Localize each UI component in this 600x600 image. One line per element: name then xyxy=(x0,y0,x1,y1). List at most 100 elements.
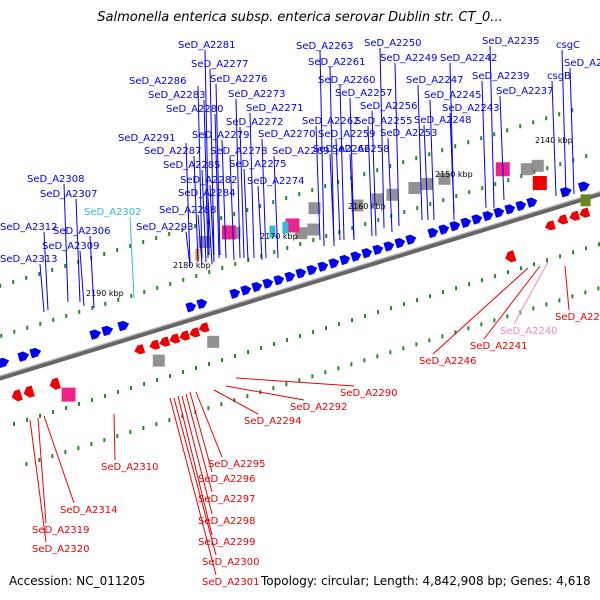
gene-leader-line xyxy=(39,263,45,313)
track-tick xyxy=(182,277,185,282)
gene-label: SeD_A2312 xyxy=(0,222,58,233)
forward-gene-arrow xyxy=(383,241,395,252)
track-tick xyxy=(494,182,497,187)
gene-leader-line xyxy=(129,216,135,299)
forward-gene-arrow xyxy=(295,268,307,279)
gene-leader-line xyxy=(239,126,245,259)
forward-gene-arrow xyxy=(117,320,130,332)
track-tick xyxy=(377,218,380,223)
gene-leader-line xyxy=(209,68,215,256)
track-tick xyxy=(195,273,198,278)
gene-leader-line xyxy=(551,80,557,197)
highlight-feature-block xyxy=(282,221,289,234)
gene-label: SeD_A2237 xyxy=(496,86,554,97)
track-tick xyxy=(325,326,328,331)
track-tick xyxy=(234,261,237,266)
track-tick xyxy=(64,263,67,268)
track-tick xyxy=(39,321,42,326)
reverse-gene-arrow xyxy=(579,207,591,218)
track-tick xyxy=(507,270,510,275)
gene-label: SeD_A2292 xyxy=(290,402,348,413)
track-tick xyxy=(402,160,405,165)
gene-leader-line xyxy=(371,110,377,237)
forward-gene-arrow xyxy=(29,347,42,359)
gene-label: SeD_A2257 xyxy=(335,88,393,99)
gene-label: SeD_A2320 xyxy=(32,544,90,555)
reverse-gene-arrow xyxy=(134,344,146,355)
track-tick xyxy=(90,442,93,447)
gene-label: SeD_A2248 xyxy=(414,115,472,126)
track-tick xyxy=(25,275,28,280)
track-tick xyxy=(78,309,81,314)
feature-block xyxy=(520,163,533,176)
track-tick xyxy=(363,172,366,177)
track-tick xyxy=(234,354,237,359)
gene-label: SeD_A2278 xyxy=(210,146,268,157)
gene-leader-line xyxy=(235,377,355,387)
track-tick xyxy=(311,188,314,193)
gene-label: SeD_A2310 xyxy=(101,462,159,473)
forward-gene-arrow xyxy=(317,261,329,272)
forward-gene-arrow xyxy=(196,298,208,310)
track-tick xyxy=(532,306,535,311)
track-tick xyxy=(168,418,171,423)
gene-label: SeD_A2277 xyxy=(191,59,249,70)
track-tick xyxy=(129,243,132,248)
gene-leader-line xyxy=(75,198,81,303)
gene-leader-line xyxy=(173,397,217,556)
track-tick xyxy=(520,174,523,179)
gene-label: SeD_A2295 xyxy=(208,459,266,470)
track-tick xyxy=(597,286,600,291)
gene-label: SeD_A2227 xyxy=(564,58,600,69)
gene-leader-line xyxy=(483,265,541,340)
track-tick xyxy=(350,362,353,367)
forward-gene-arrow xyxy=(504,204,516,215)
track-tick xyxy=(519,124,522,129)
track-tick xyxy=(571,108,574,113)
track-tick xyxy=(298,192,301,197)
feature-block xyxy=(438,172,451,185)
track-tick xyxy=(194,224,197,229)
reverse-gene-arrow xyxy=(179,330,191,341)
track-tick xyxy=(546,258,549,263)
track-tick xyxy=(52,317,55,322)
track-tick xyxy=(130,385,133,390)
track-tick xyxy=(429,294,432,299)
reverse-gene-arrow xyxy=(169,333,181,344)
gene-label: SeD_A2250 xyxy=(364,38,422,49)
track-tick xyxy=(585,154,588,159)
gene-leader-line xyxy=(195,391,223,458)
track-tick xyxy=(493,132,496,137)
track-tick xyxy=(468,282,471,287)
track-tick xyxy=(311,374,314,379)
gene-label: SeD_A2276 xyxy=(210,74,268,85)
gene-leader-line xyxy=(561,49,567,197)
forward-gene-arrow xyxy=(449,221,461,232)
rna-feature-block xyxy=(61,387,76,402)
gene-leader-line xyxy=(89,235,95,309)
olive-feature-block xyxy=(580,194,591,207)
gene-label: SeD_A2273 xyxy=(228,89,286,100)
track-tick xyxy=(441,334,444,339)
track-tick xyxy=(286,338,289,343)
track-tick xyxy=(480,136,483,141)
track-tick xyxy=(324,370,327,375)
gene-label: SeD_A2308 xyxy=(27,174,85,185)
track-tick xyxy=(429,202,432,207)
feature-block xyxy=(307,223,320,236)
track-tick xyxy=(25,462,28,467)
forward-gene-arrow xyxy=(240,285,252,296)
track-tick xyxy=(442,290,445,295)
feature-block xyxy=(408,182,421,195)
reverse-gene-arrow xyxy=(149,339,161,350)
track-tick xyxy=(142,239,145,244)
gene-label: SeD_A2314 xyxy=(60,505,118,516)
reverse-gene-arrow xyxy=(544,220,556,231)
gene-label: SeD_A2241 xyxy=(470,341,528,352)
gene-leader-line xyxy=(213,389,259,415)
track-tick xyxy=(533,262,536,267)
gene-label: SeD_A2291 xyxy=(118,133,176,144)
forward-gene-arrow xyxy=(284,271,296,283)
feature-block xyxy=(386,188,399,201)
track-tick xyxy=(389,350,392,355)
